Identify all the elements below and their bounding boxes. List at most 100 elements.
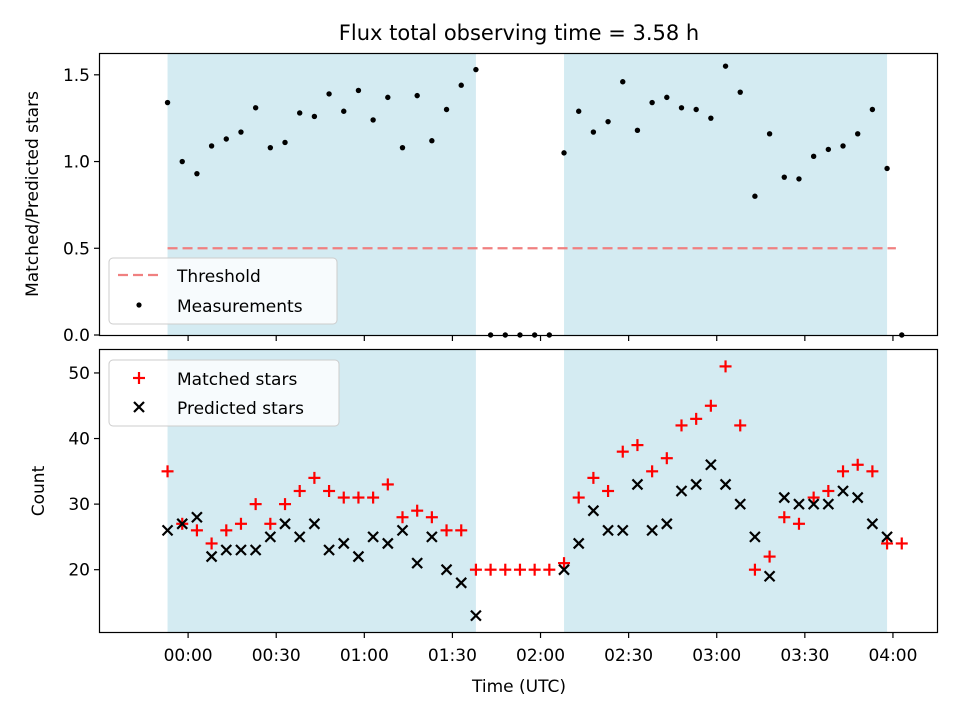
bottom-legend: Matched stars Predicted stars bbox=[108, 359, 340, 427]
predicted-star-point bbox=[705, 458, 717, 471]
predicted-star-point bbox=[631, 478, 644, 491]
predicted-star-point bbox=[616, 524, 629, 537]
measurement-point bbox=[341, 108, 347, 114]
predicted-star-point bbox=[807, 498, 820, 510]
x-tick-label: 02:30 bbox=[604, 646, 653, 666]
top-plot-frame bbox=[98, 52, 939, 337]
matched-star-point bbox=[558, 557, 571, 570]
predicted-star-point bbox=[749, 531, 761, 543]
matched-star-point bbox=[675, 419, 688, 432]
measurement-point bbox=[752, 193, 758, 199]
matched-star-point bbox=[396, 511, 409, 524]
measurement-point bbox=[796, 176, 802, 182]
measurement-point bbox=[443, 106, 450, 113]
predicted-star-point bbox=[587, 504, 600, 517]
measurement-point bbox=[678, 105, 685, 111]
x-tick-label: 01:00 bbox=[340, 646, 389, 666]
matched-star-point bbox=[513, 563, 526, 576]
matched-star-point bbox=[866, 465, 879, 478]
measurement-point bbox=[649, 99, 655, 106]
predicted-star-point bbox=[161, 524, 174, 537]
measurement-point bbox=[282, 139, 288, 146]
matched-star-point bbox=[543, 563, 556, 576]
matched-star-point bbox=[807, 491, 820, 504]
predicted-star-point bbox=[293, 531, 306, 543]
measurement-point bbox=[223, 136, 229, 142]
x-tick-label: 00:00 bbox=[164, 646, 213, 666]
y-tick-label: 1.5 bbox=[63, 66, 90, 86]
measurement-point bbox=[311, 113, 318, 120]
matched-star-point bbox=[234, 517, 247, 530]
legend-measurements-swatch bbox=[136, 302, 142, 308]
predicted-star-point bbox=[719, 478, 732, 491]
matched-star-point bbox=[616, 445, 629, 458]
measurement-point bbox=[884, 165, 890, 172]
predicted-star-point bbox=[440, 563, 453, 576]
x-tick-label: 03:30 bbox=[780, 646, 829, 666]
matched-star-point bbox=[822, 485, 835, 497]
predicted-star-point bbox=[778, 491, 791, 504]
matched-star-point bbox=[293, 485, 306, 497]
measurement-point bbox=[869, 106, 876, 113]
predicted-star-point bbox=[205, 550, 218, 563]
top-panel: 0.0 0.5 1.0 1.5 Matched/Predicted stars Thr… bbox=[23, 52, 939, 346]
bottom-panel: 00:00 00:30 01:00 01:30 02:00 02:30 03:00 03:30… bbox=[29, 348, 939, 697]
x-tick-label: 00:30 bbox=[252, 646, 301, 666]
matched-star-point bbox=[161, 465, 174, 478]
matched-star-point bbox=[837, 465, 850, 478]
predicted-star-point bbox=[279, 518, 291, 530]
measurement-point bbox=[473, 66, 479, 73]
matched-star-point bbox=[734, 419, 747, 432]
predicted-star-point bbox=[851, 491, 864, 504]
matched-star-point bbox=[455, 524, 468, 537]
predicted-star-point bbox=[352, 550, 365, 563]
matched-star-point bbox=[190, 524, 203, 537]
matched-star-point bbox=[264, 517, 277, 530]
matched-star-point bbox=[572, 491, 585, 504]
y-tick-label: 1.0 bbox=[63, 153, 90, 173]
chart-title: Flux total observing time = 3.58 h bbox=[339, 21, 699, 45]
predicted-star-point bbox=[793, 498, 805, 510]
legend-predicted-swatch bbox=[133, 401, 145, 413]
matched-star-point bbox=[352, 491, 365, 504]
measurement-point bbox=[414, 92, 420, 99]
predicted-star-point bbox=[866, 518, 879, 530]
top-legend: Threshold Measurements bbox=[108, 257, 338, 325]
matched-star-point bbox=[631, 439, 644, 452]
predicted-star-point bbox=[646, 524, 658, 537]
measurement-point bbox=[399, 144, 406, 151]
predicted-star-point bbox=[323, 544, 335, 556]
measurement-point bbox=[370, 117, 376, 123]
y-tick-label: 50 bbox=[68, 364, 90, 384]
matched-star-point bbox=[851, 458, 864, 471]
measurement-point bbox=[429, 138, 435, 144]
predicted-star-point bbox=[396, 524, 409, 537]
predicted-star-point bbox=[602, 524, 614, 537]
y-tick-label: 30 bbox=[68, 495, 90, 515]
measurement-point bbox=[561, 150, 567, 156]
measurement-point bbox=[238, 129, 244, 135]
predicted-star-point bbox=[470, 609, 482, 622]
matched-star-point bbox=[719, 360, 732, 373]
matched-star-point bbox=[279, 498, 292, 511]
matched-star-point bbox=[792, 517, 805, 530]
x-tick-label: 01:30 bbox=[428, 646, 477, 666]
matched-star-point bbox=[469, 563, 482, 576]
predicted-star-point bbox=[822, 498, 835, 510]
measurement-point bbox=[722, 63, 729, 69]
predicted-star-point bbox=[411, 557, 423, 569]
bottom-plot-frame bbox=[98, 348, 939, 634]
matched-star-point bbox=[249, 498, 262, 511]
matched-star-point bbox=[220, 524, 233, 537]
x-axis-label: Time (UTC) bbox=[471, 677, 566, 697]
matched-star-point bbox=[528, 563, 541, 576]
matched-star-point bbox=[881, 537, 894, 550]
predicted-star-point bbox=[734, 498, 747, 510]
measurement-point bbox=[179, 158, 185, 165]
matched-star-point bbox=[704, 399, 717, 412]
measurement-point bbox=[355, 87, 362, 94]
y-tick-label: 0.5 bbox=[63, 239, 90, 259]
y-tick-label: 20 bbox=[68, 561, 90, 581]
measurement-point bbox=[590, 129, 597, 135]
